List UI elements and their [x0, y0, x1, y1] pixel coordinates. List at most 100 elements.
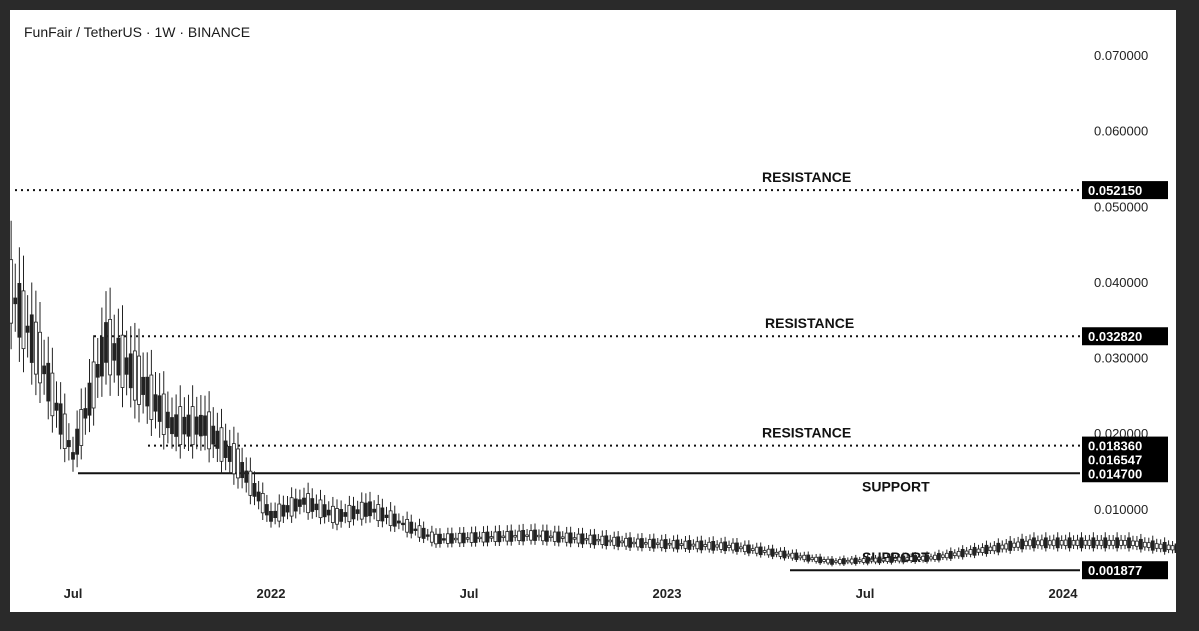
y-tick-label: 0.010000 [1094, 502, 1148, 517]
candle-body [838, 559, 842, 564]
candle-body [1008, 540, 1013, 551]
candle-body [980, 547, 985, 553]
candle-body [857, 559, 862, 562]
candle-body [735, 542, 739, 552]
candle-body [893, 557, 898, 561]
y-tick-label: 0.050000 [1094, 199, 1148, 214]
candle-body [79, 409, 84, 446]
candle-body [355, 509, 360, 514]
candle-body [1103, 537, 1108, 549]
candle-body [905, 557, 910, 561]
candle-body [1032, 537, 1036, 549]
candle-body [612, 536, 617, 546]
chart-frame: FunFair / TetherUS · 1W · BINANCE RESIST… [10, 10, 1176, 612]
candle-body [1087, 539, 1092, 546]
candle-body [564, 532, 569, 543]
candle-body [1138, 538, 1143, 550]
candle-body [790, 552, 795, 559]
candle-body [240, 462, 245, 479]
candle-body [445, 533, 450, 544]
candle-body [489, 536, 494, 539]
x-tick-label: Jul [64, 586, 83, 601]
candle-body [917, 556, 922, 560]
candle-body [1043, 537, 1048, 549]
candle-body [10, 259, 14, 324]
candle-body [960, 548, 965, 558]
candle-body [339, 509, 344, 522]
candle-body [306, 493, 311, 514]
candle-body [165, 411, 170, 429]
candle-body [544, 530, 549, 542]
price-tag [1082, 436, 1168, 455]
candle-body [442, 538, 446, 541]
candle-body [576, 533, 581, 544]
candle-body [731, 542, 735, 551]
candle-body [715, 544, 720, 548]
candle-body [806, 554, 811, 562]
candle-body [889, 556, 894, 563]
candle-body [798, 555, 803, 559]
candle-body [984, 544, 989, 555]
candle-body [707, 541, 712, 550]
candle-body [302, 497, 306, 505]
candle-body [231, 443, 236, 475]
candle-body [413, 528, 418, 531]
candle-body [921, 555, 925, 561]
candle-body [1024, 540, 1028, 547]
candle-body [778, 550, 783, 557]
candle-body [525, 534, 529, 537]
candle-body [343, 512, 348, 517]
candle-body [1142, 541, 1147, 548]
candle-body [1099, 539, 1104, 546]
candle-body [774, 551, 779, 555]
candle-body [976, 548, 981, 553]
candle-body [1016, 541, 1021, 548]
candle-body [485, 531, 490, 543]
candle-body [434, 533, 438, 545]
support-label: SUPPORT [862, 478, 930, 494]
candle-body [91, 361, 96, 409]
candle-body [21, 290, 26, 350]
candle-body [687, 540, 692, 550]
candle-body [552, 531, 557, 542]
candle-body [178, 406, 183, 446]
candle-body [318, 499, 323, 519]
candle-body [667, 542, 672, 546]
chart-title: FunFair / TetherUS · 1W · BINANCE [24, 24, 251, 40]
candle-body [588, 534, 593, 545]
candle-body [223, 440, 228, 458]
candle-body [1028, 539, 1032, 547]
candle-body [42, 365, 47, 375]
y-tick-label: 0.040000 [1094, 275, 1148, 290]
candle-body [293, 498, 298, 512]
price-tag-label: 0.016547 [1088, 452, 1142, 467]
candle-body [417, 525, 422, 538]
candle-body [853, 557, 858, 564]
candle-body [529, 530, 533, 541]
candle-body [198, 414, 203, 437]
candle-body [277, 503, 282, 522]
candle-body [1146, 542, 1151, 548]
price-tag [1082, 464, 1168, 483]
candle-body [99, 336, 104, 377]
candle-body [802, 554, 807, 561]
candle-body [841, 558, 846, 565]
candle-body [256, 491, 261, 502]
candle-body [861, 558, 866, 563]
x-tick-label: Jul [856, 586, 875, 601]
candle-body [453, 537, 458, 541]
candle-body [182, 416, 187, 435]
candle-body [711, 541, 716, 551]
candle-body [29, 314, 34, 363]
candle-body [157, 395, 162, 422]
candle-body [211, 425, 216, 445]
candle-body [968, 549, 973, 555]
candle-body [929, 556, 933, 560]
candle-body [786, 553, 791, 557]
price-chart: RESISTANCERESISTANCERESISTANCESUPPORTSUP… [10, 48, 1176, 601]
candle-body [54, 402, 59, 411]
candle-body [632, 541, 636, 545]
candle-body [1051, 539, 1056, 547]
candle-body [438, 533, 442, 544]
candle-body [996, 542, 1001, 553]
